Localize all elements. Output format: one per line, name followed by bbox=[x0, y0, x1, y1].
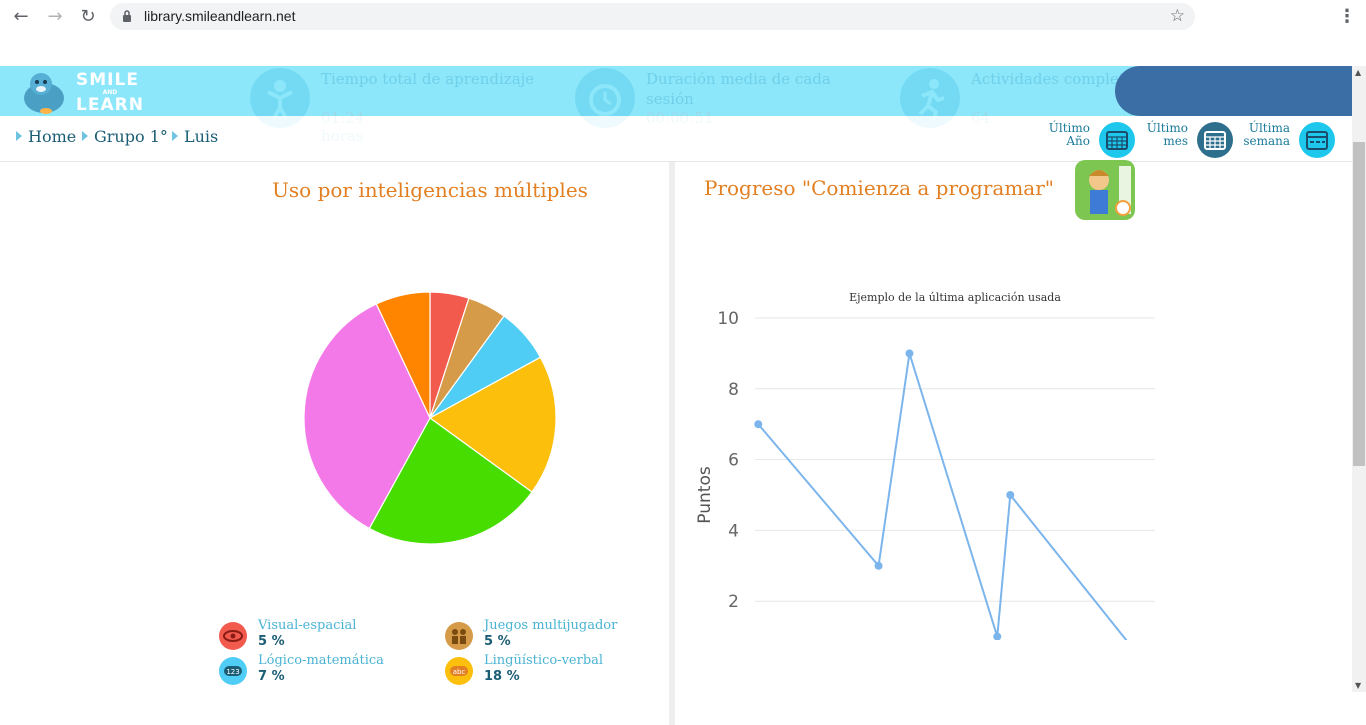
legend-name: Lingüístico-verbal bbox=[484, 653, 604, 668]
y-tick-label: 10 bbox=[717, 309, 739, 329]
back-icon[interactable]: ← bbox=[13, 6, 29, 27]
reload-icon[interactable]: ↻ bbox=[80, 6, 96, 27]
svg-text:abc: abc bbox=[453, 668, 466, 676]
pie-slice-4[interactable] bbox=[368, 417, 533, 545]
page-scrollbar[interactable]: ▲ ▼ bbox=[1352, 66, 1366, 692]
breadcrumb-home[interactable]: Home bbox=[16, 127, 76, 146]
breadcrumb-label: Luis bbox=[184, 127, 219, 146]
pie-slice-6[interactable] bbox=[375, 291, 431, 419]
forward-icon[interactable]: → bbox=[47, 6, 63, 27]
breadcrumb-label: Grupo 1° bbox=[94, 127, 168, 146]
top-banner: SMILE AND LEARN Tiempo total de aprendiz… bbox=[0, 66, 1352, 145]
programming-progress-title: Progreso "Comienza a programar" bbox=[704, 176, 1054, 200]
multiple-intelligences-title: Uso por inteligencias múltiples bbox=[272, 178, 588, 202]
period-line: Última bbox=[1248, 121, 1290, 135]
period-line: Último bbox=[1048, 121, 1090, 135]
y-tick-label: 2 bbox=[728, 592, 739, 612]
legend-value: 5 % bbox=[258, 634, 285, 649]
scrollbar-thumb[interactable] bbox=[1353, 142, 1365, 466]
period-last-year-label[interactable]: Último Año bbox=[1030, 122, 1090, 148]
calendar-week-icon[interactable] bbox=[1299, 122, 1335, 158]
scroll-up-icon[interactable]: ▲ bbox=[1355, 68, 1362, 77]
numbers-icon: 123 bbox=[219, 657, 247, 685]
caret-right-icon bbox=[16, 131, 22, 141]
breadcrumb-student[interactable]: Luis bbox=[172, 127, 218, 146]
period-line: mes bbox=[1163, 134, 1188, 148]
bookmark-star-icon[interactable]: ☆ bbox=[1169, 6, 1185, 26]
people-icon bbox=[445, 622, 473, 650]
seal-mascot-icon bbox=[24, 73, 64, 114]
browser-menu-icon[interactable]: ⋮ bbox=[1338, 6, 1356, 27]
caret-right-icon bbox=[172, 131, 178, 141]
data-point-2[interactable] bbox=[905, 349, 914, 358]
app-thumbnail-icon[interactable] bbox=[1075, 160, 1135, 220]
data-point-0[interactable] bbox=[754, 420, 763, 429]
legend-name: Visual-espacial bbox=[258, 618, 357, 633]
y-axis-label: Puntos bbox=[695, 466, 715, 524]
breadcrumb-label: Home bbox=[28, 127, 77, 146]
logo-line-3: LEARN bbox=[76, 95, 144, 115]
calendar-month-icon[interactable] bbox=[1197, 122, 1233, 158]
scroll-down-icon[interactable]: ▼ bbox=[1355, 681, 1362, 690]
pie-slice-5[interactable] bbox=[303, 303, 431, 530]
period-line: Último bbox=[1146, 121, 1188, 135]
eye-icon bbox=[219, 622, 247, 650]
intelligences-pie-chart bbox=[303, 291, 557, 545]
logo-line-2: AND bbox=[102, 89, 118, 96]
period-line: Año bbox=[1066, 134, 1090, 148]
url-text: library.smileandlearn.net bbox=[144, 8, 296, 24]
period-last-week-label[interactable]: Última semana bbox=[1232, 122, 1290, 148]
caret-right-icon bbox=[82, 131, 88, 141]
stat-label: Actividades completadas bbox=[971, 70, 1160, 88]
svg-text:123: 123 bbox=[226, 668, 239, 676]
lock-icon bbox=[123, 10, 131, 22]
y-tick-label: 6 bbox=[728, 451, 739, 471]
chart-title: Ejemplo de la última aplicación usada bbox=[849, 291, 1061, 304]
page: SMILE AND LEARN Tiempo total de aprendiz… bbox=[0, 66, 1352, 725]
period-line: semana bbox=[1243, 134, 1290, 148]
breadcrumb-group[interactable]: Grupo 1° bbox=[82, 127, 168, 146]
legend-value: 18 % bbox=[484, 669, 520, 684]
data-point-3[interactable] bbox=[993, 632, 1002, 640]
address-bar[interactable]: library.smileandlearn.net ☆ bbox=[110, 3, 1195, 30]
data-point-1[interactable] bbox=[874, 561, 883, 570]
data-point-4[interactable] bbox=[1006, 491, 1015, 499]
smile-and-learn-logo[interactable]: SMILE AND LEARN bbox=[16, 68, 156, 116]
y-tick-label: 8 bbox=[728, 380, 739, 400]
stat-label: Tiempo total de aprendizaje bbox=[321, 70, 535, 88]
legend-name: Lógico-matemática bbox=[258, 653, 384, 668]
y-tick-label: 4 bbox=[728, 521, 739, 541]
legend-value: 5 % bbox=[484, 634, 511, 649]
legend-value: 7 % bbox=[258, 669, 285, 684]
abc-icon: abc bbox=[445, 657, 473, 685]
period-last-month-label[interactable]: Último mes bbox=[1128, 122, 1188, 148]
browser-toolbar: ← → ↻ library.smileandlearn.net ☆ ⋮ bbox=[0, 0, 1366, 34]
multiple-intelligences-title-wrap: Uso por inteligencias múltiples bbox=[0, 178, 860, 202]
user-menu-pill[interactable] bbox=[1115, 66, 1352, 116]
pie-slice-3[interactable] bbox=[428, 356, 557, 493]
panel-divider bbox=[669, 162, 675, 725]
breadcrumb-bar: Home Grupo 1° Luis Último Año Último mes Ú… bbox=[0, 116, 1352, 162]
stat-label: Duración media de cada sesión bbox=[646, 70, 831, 108]
legend-name: Juegos multijugador bbox=[484, 618, 618, 633]
logo-wordmark: SMILE AND LEARN bbox=[76, 71, 144, 115]
progress-line-chart: Ejemplo de la última aplicación usada024… bbox=[695, 291, 1155, 640]
logo-line-1: SMILE bbox=[76, 70, 139, 90]
calendar-year-icon[interactable] bbox=[1099, 122, 1135, 158]
series-line bbox=[757, 353, 1128, 640]
